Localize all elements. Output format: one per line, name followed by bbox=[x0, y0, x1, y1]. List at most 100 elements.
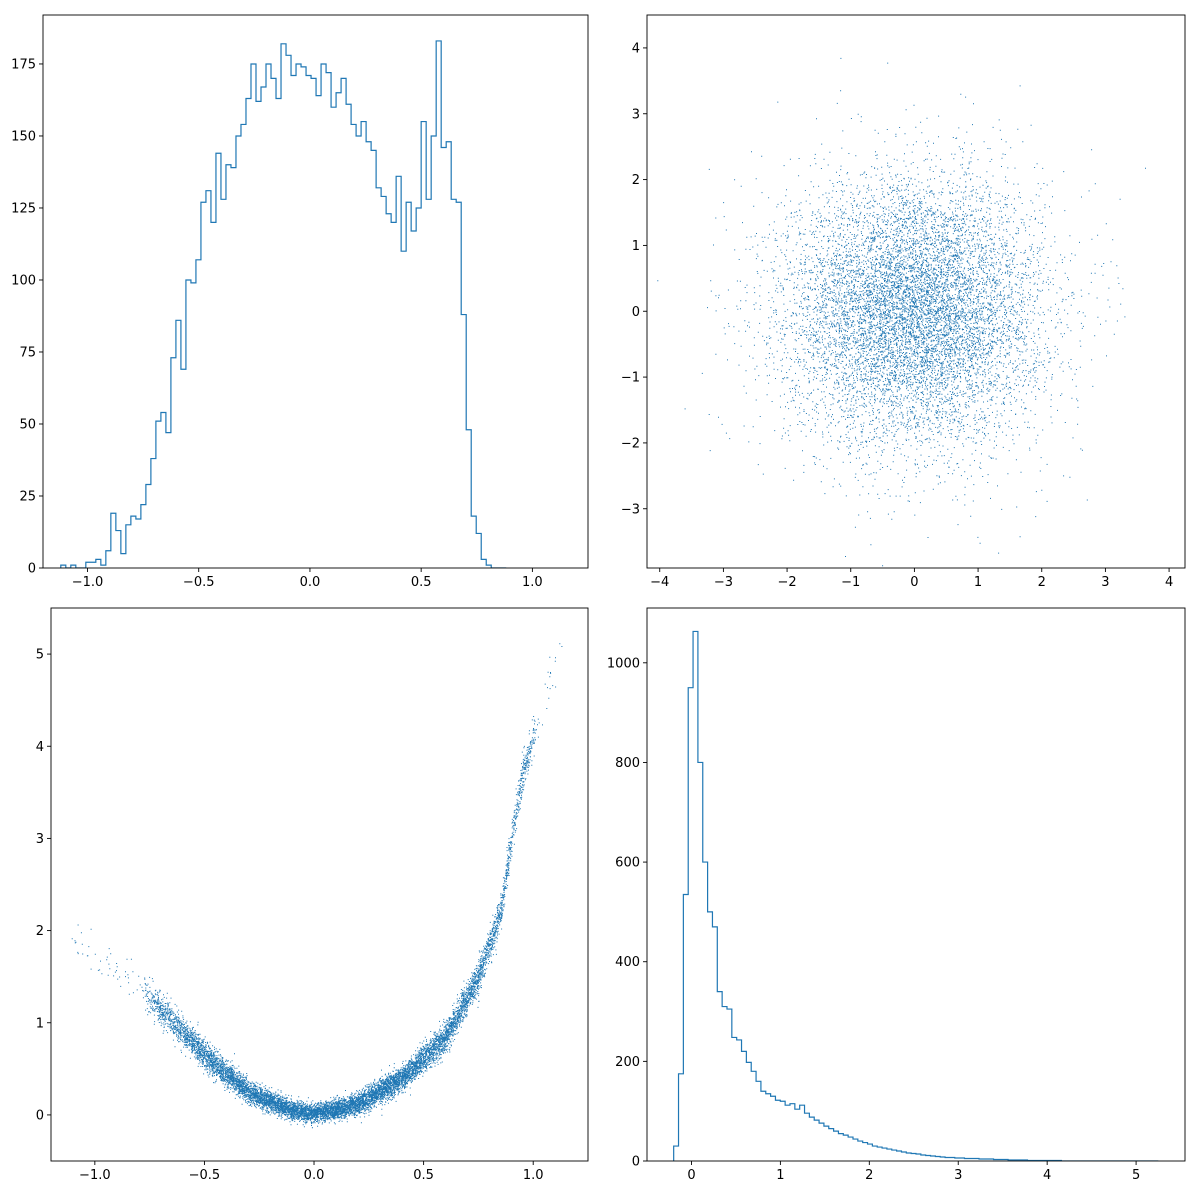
x-tick-label: 3 bbox=[1101, 575, 1109, 590]
x-tick-label: −3 bbox=[714, 575, 733, 590]
y-tick-label: 0 bbox=[632, 305, 640, 320]
y-tick-label: 3 bbox=[632, 107, 640, 122]
histogram-bin bbox=[848, 1137, 853, 1161]
x-tick-label: −1.0 bbox=[72, 575, 104, 590]
histogram-bin bbox=[843, 1135, 848, 1161]
histogram-bin bbox=[727, 1009, 732, 1161]
x-tick-label: 1.0 bbox=[523, 1168, 544, 1183]
histogram-bin bbox=[771, 1096, 776, 1161]
y-tick-label: −3 bbox=[621, 502, 640, 517]
axes-frame bbox=[646, 14, 1186, 569]
histogram-bin bbox=[693, 631, 698, 1161]
histogram-bin bbox=[461, 315, 466, 568]
histogram-bin bbox=[106, 551, 111, 568]
histogram-bin bbox=[863, 1143, 868, 1161]
histogram-bin bbox=[950, 1158, 955, 1161]
histogram-bin bbox=[286, 55, 291, 568]
histogram-bin bbox=[911, 1154, 916, 1161]
histogram-bin bbox=[266, 64, 271, 568]
histogram-bin bbox=[466, 430, 471, 568]
histogram-bin bbox=[236, 136, 241, 568]
histogram-bin bbox=[146, 484, 151, 568]
x-tick-label: 4 bbox=[1043, 1168, 1051, 1183]
y-tick-label: 175 bbox=[11, 57, 36, 72]
histogram-bin bbox=[805, 1113, 810, 1161]
histogram-step-line bbox=[60, 40, 507, 568]
histogram-bin bbox=[396, 176, 401, 568]
histogram-bin bbox=[780, 1101, 785, 1161]
x-tick-label: 1 bbox=[974, 575, 982, 590]
y-tick-label: 100 bbox=[11, 273, 36, 288]
histogram-bin bbox=[291, 75, 296, 568]
histogram-bin bbox=[703, 862, 708, 1161]
histogram-bin bbox=[156, 421, 161, 568]
x-tick-label: 0 bbox=[687, 1168, 695, 1183]
y-tick-label: 50 bbox=[19, 417, 36, 432]
y-tick-label: 3 bbox=[36, 832, 44, 847]
histogram-bin bbox=[800, 1105, 805, 1161]
histogram-bin bbox=[446, 142, 451, 568]
histogram-bin bbox=[261, 87, 266, 568]
histogram-bin bbox=[356, 136, 361, 568]
histogram-bin bbox=[935, 1157, 940, 1161]
histogram-bin bbox=[722, 1007, 727, 1161]
x-tick-label: 4 bbox=[1165, 575, 1173, 590]
histogram-bin bbox=[151, 459, 156, 568]
histogram-bin bbox=[872, 1146, 877, 1161]
histogram-bin bbox=[683, 894, 688, 1161]
x-tick-label: 3 bbox=[954, 1168, 962, 1183]
histogram-bin bbox=[276, 99, 281, 568]
x-tick-label: −4 bbox=[650, 575, 669, 590]
histogram-bin bbox=[166, 433, 171, 568]
histogram-bin bbox=[708, 912, 713, 1161]
histogram-bin bbox=[406, 202, 411, 568]
histogram-bin bbox=[679, 1074, 684, 1161]
scatter-points bbox=[657, 57, 1146, 567]
histogram-bin bbox=[471, 516, 476, 568]
histogram-bin bbox=[96, 559, 101, 568]
histogram-bin bbox=[216, 153, 221, 568]
axes-frame bbox=[42, 14, 589, 569]
histogram-bin bbox=[732, 1037, 737, 1161]
y-tick-label: 1 bbox=[632, 239, 640, 254]
histogram-bin bbox=[756, 1081, 761, 1161]
histogram-bin bbox=[416, 208, 421, 568]
y-tick-label: 150 bbox=[11, 129, 36, 144]
histogram-bin bbox=[795, 1109, 800, 1161]
histogram-bin bbox=[877, 1147, 882, 1161]
y-tick-label: −1 bbox=[621, 371, 640, 386]
x-tick-label: −2 bbox=[777, 575, 796, 590]
histogram-bin bbox=[853, 1139, 858, 1161]
histogram-bin bbox=[161, 412, 166, 568]
x-tick-label: −1.0 bbox=[79, 1168, 111, 1183]
histogram-bin bbox=[86, 562, 91, 568]
histogram-bin bbox=[221, 199, 226, 568]
histogram-bin bbox=[171, 358, 176, 568]
histogram-bin bbox=[281, 44, 286, 568]
histogram-bin bbox=[301, 67, 306, 568]
histogram-bin bbox=[838, 1134, 843, 1161]
histogram-bin bbox=[136, 519, 141, 568]
histogram-bin bbox=[698, 762, 703, 1161]
histogram-top-left-axes: −1.0 −0.5 0.0 0.5 1.0 0 25 50 75 100 125 150 175 bbox=[11, 14, 589, 590]
histogram-bin bbox=[376, 188, 381, 568]
histogram-step-line bbox=[673, 630, 1159, 1161]
histogram-bin bbox=[926, 1156, 931, 1161]
y-tick-label: −2 bbox=[621, 436, 640, 451]
histogram-bin bbox=[737, 1040, 742, 1161]
histogram-bin bbox=[775, 1100, 780, 1161]
histogram-bin bbox=[901, 1152, 906, 1161]
histogram-bin bbox=[186, 280, 191, 568]
histogram-bin bbox=[751, 1071, 756, 1161]
histogram-bin bbox=[91, 562, 96, 568]
histogram-bin bbox=[717, 992, 722, 1161]
x-tick-label: −0.5 bbox=[183, 575, 215, 590]
y-tick-label: 25 bbox=[19, 489, 36, 504]
histogram-bin bbox=[411, 231, 416, 568]
histogram-bin bbox=[688, 688, 693, 1161]
histogram-bin bbox=[231, 168, 236, 568]
histogram-bottom-right-axes: 0 1 2 3 4 5 0 200 400 600 800 1000 bbox=[607, 607, 1186, 1183]
histogram-bin bbox=[351, 124, 356, 568]
y-tick-label: 5 bbox=[36, 648, 44, 663]
